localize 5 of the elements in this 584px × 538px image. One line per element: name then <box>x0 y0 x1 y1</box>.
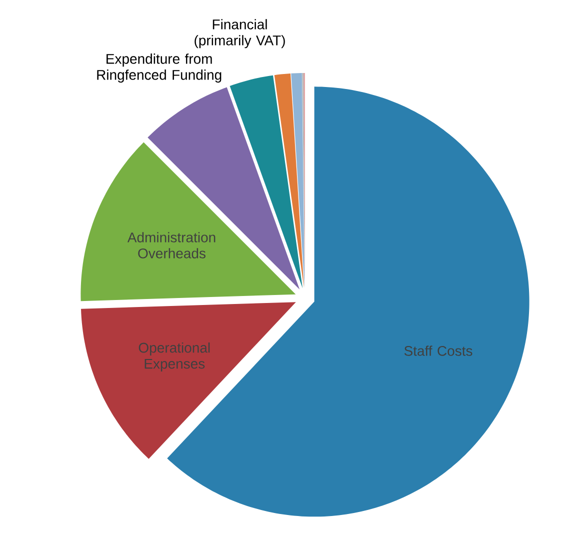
slice-label: Expenditure from Ringfenced Funding <box>97 54 222 83</box>
slice-label: Operational Expenses <box>138 342 210 372</box>
slice-label: Staff Costs <box>404 346 472 356</box>
slice-label: Financial (primarily VAT) <box>194 19 285 48</box>
slice-label: Administration Overheads <box>127 232 216 258</box>
